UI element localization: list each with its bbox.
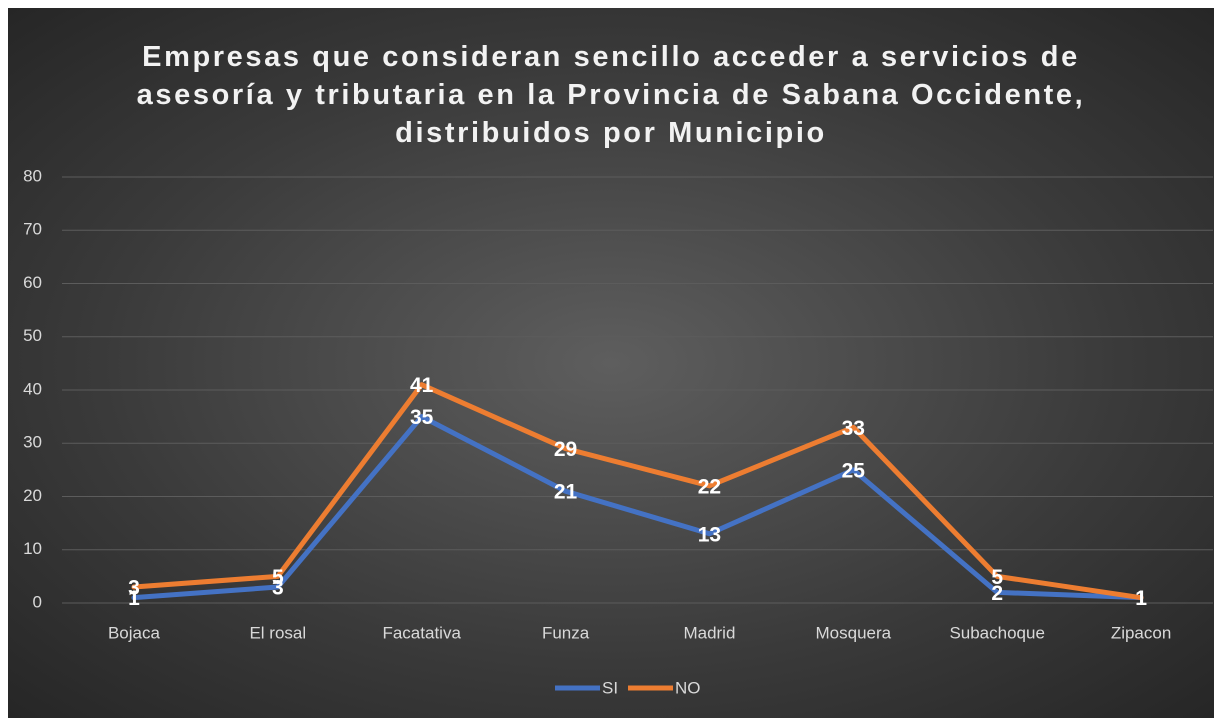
data-label: 33 [842,417,865,440]
x-tick-label: Subachoque [949,623,1044,642]
y-tick-label: 40 [23,379,42,398]
data-label: 3 [272,577,284,600]
y-tick-label: 50 [23,326,42,345]
x-tick-label: Facatativa [382,623,461,642]
data-label: 29 [554,438,577,461]
x-tick-label: Madrid [683,623,735,642]
data-label: 25 [842,459,866,482]
data-label: 35 [410,406,434,429]
series-line [131,414,1144,601]
y-tick-label: 70 [23,220,42,239]
x-tick-label: Zipacon [1111,623,1171,642]
data-label: 13 [698,523,721,546]
data-label: 3 [128,577,140,600]
data-label: 41 [410,374,434,397]
data-label: 1 [1135,587,1147,610]
legend-label: NO [675,678,701,697]
y-tick-label: 0 [33,592,42,611]
y-tick-label: 60 [23,273,42,292]
chart-title: Empresas que consideran sencillo acceder… [136,41,1086,149]
y-tick-label: 10 [23,539,42,558]
x-tick-label: El rosal [249,623,306,642]
data-label: 5 [272,566,284,589]
series-line [131,382,1144,601]
data-label: 21 [554,481,578,504]
data-label: 22 [698,475,721,498]
y-tick-label: 20 [23,486,42,505]
legend-label: SI [602,678,618,697]
x-tick-label: Mosquera [816,623,892,642]
y-tick-label: 80 [23,166,42,185]
data-label: 5 [991,566,1003,589]
chart-background [8,8,1214,718]
x-tick-label: Bojaca [108,623,161,642]
data-label: 2 [991,582,1003,605]
y-tick-label: 30 [23,433,42,452]
x-tick-label: Funza [542,623,590,642]
data-label: 1 [1135,587,1147,610]
data-label: 1 [128,587,140,610]
